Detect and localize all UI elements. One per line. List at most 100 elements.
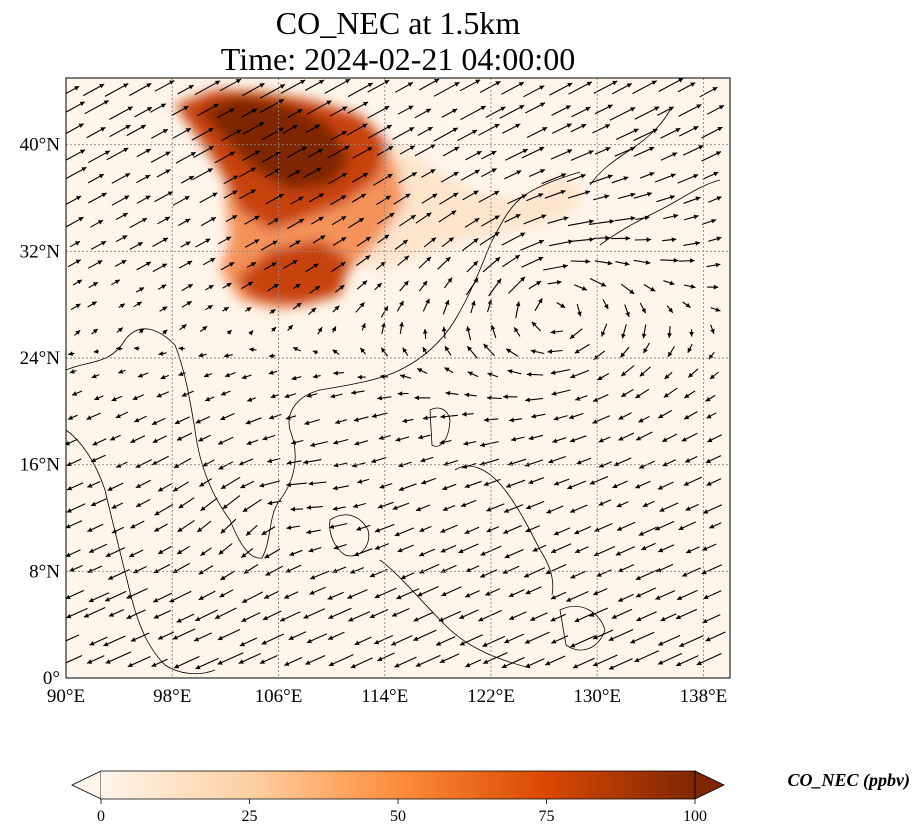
wind-arrow-head <box>476 151 482 156</box>
lon-tick-label: 122°E <box>467 686 515 707</box>
wind-arrow-head <box>638 531 644 536</box>
wind-arrow-head <box>264 553 270 559</box>
wind-arrow-head <box>409 145 415 151</box>
colorbar-tick-label: 50 <box>390 808 406 825</box>
wind-arrow-head <box>623 176 629 181</box>
wind-arrow-head <box>440 548 446 553</box>
wind-arrow-head <box>508 592 514 597</box>
wind-arrow-head <box>301 146 307 152</box>
wind-arrow-head <box>413 617 419 622</box>
wind-arrow-head <box>411 172 417 177</box>
wind-arrow-head <box>536 281 542 286</box>
wind-arrow-head <box>190 152 196 157</box>
wind-arrow-head <box>678 78 684 83</box>
wind-arrow-head <box>524 639 530 644</box>
wind-arrow-head <box>589 237 595 242</box>
wind-arrow-head <box>121 260 127 265</box>
wind-arrow-head <box>357 374 362 380</box>
wind-arrow-head <box>709 524 715 529</box>
wind-arrow-head <box>625 236 631 241</box>
wind-arrow-head <box>643 348 648 354</box>
wind-arrow-head <box>353 417 359 422</box>
wind-arrow-head <box>676 661 682 666</box>
wind-arrow-head <box>504 553 510 559</box>
wind-arrow-head <box>110 436 116 441</box>
wind-arrow-head <box>350 663 356 669</box>
wind-arrow-head <box>641 308 646 314</box>
wind-arrow-head <box>663 392 669 398</box>
wind-arrow-head <box>675 614 681 620</box>
wind-arrow-head <box>91 457 97 463</box>
wind-arrow-head <box>350 569 356 574</box>
wind-arrow-head <box>232 215 238 220</box>
wind-arrow-head <box>675 128 681 133</box>
wind-arrow-head <box>687 347 692 353</box>
wind-arrow-head <box>483 343 489 349</box>
wind-arrow-head <box>158 635 164 640</box>
wind-arrow-head <box>381 347 386 353</box>
wind-arrow-head <box>656 567 662 573</box>
wind-arrow-head <box>285 415 291 420</box>
wind-arrow-shaft <box>609 107 636 121</box>
wind-arrow-head <box>221 484 227 489</box>
wind-arrow-head <box>129 552 135 557</box>
wind-arrow-head <box>563 216 569 221</box>
wind-arrow-head <box>589 219 594 224</box>
wind-arrow-head <box>130 637 136 642</box>
wind-arrow-head <box>103 641 109 647</box>
wind-arrow-head <box>440 528 446 533</box>
wind-arrow-head <box>69 369 75 374</box>
wind-arrow-head <box>241 617 247 622</box>
wind-arrow-head <box>635 593 641 598</box>
wind-arrow-head <box>331 326 336 332</box>
wind-arrow-head <box>333 545 339 550</box>
wind-arrow-head <box>688 372 694 378</box>
wind-arrow-head <box>114 279 120 285</box>
wind-arrow-head <box>567 83 573 88</box>
wind-arrow-head <box>693 126 699 131</box>
wind-arrow-head <box>644 215 650 221</box>
wind-arrow-head <box>345 79 351 84</box>
wind-arrow-head <box>342 106 348 111</box>
wind-arrow-head <box>618 597 624 602</box>
wind-arrow-head <box>254 239 260 244</box>
wind-arrow-head <box>341 131 347 136</box>
wind-arrow-head <box>442 506 448 511</box>
wind-arrow-shaft <box>259 98 285 114</box>
wind-arrow-head <box>444 367 450 372</box>
wind-arrow-shaft <box>632 80 658 95</box>
wind-arrow-head <box>601 282 607 287</box>
wind-arrow-head <box>262 615 268 620</box>
wind-arrow-head <box>203 372 209 378</box>
wind-arrow-head <box>153 568 159 573</box>
wind-arrow-head <box>145 261 151 267</box>
wind-arrow-head <box>682 572 688 577</box>
wind-arrow-head <box>78 123 84 128</box>
wind-arrow-head <box>328 614 334 619</box>
wind-arrow-head <box>126 594 132 599</box>
wind-arrow-head <box>528 435 534 441</box>
wind-arrow-head <box>599 463 605 468</box>
wind-arrow-head <box>229 108 235 113</box>
wind-arrow-head <box>188 176 194 181</box>
wind-arrow-head <box>104 150 110 156</box>
wind-arrow-head <box>328 635 334 640</box>
wind-arrow-shaft <box>66 634 80 642</box>
wind-arrow-head <box>267 458 273 464</box>
lon-tick-label: 106°E <box>255 686 303 707</box>
wind-arrow-head <box>427 127 433 132</box>
wind-arrow-head <box>607 260 613 266</box>
wind-arrow-head <box>308 481 314 486</box>
wind-arrow-head <box>318 216 324 222</box>
wind-arrow-head <box>378 435 384 440</box>
wind-arrow-head <box>174 419 180 425</box>
wind-arrow-head <box>351 390 356 395</box>
wind-arrow-head <box>507 369 513 374</box>
wind-vectors <box>66 78 726 670</box>
wind-arrow-head <box>162 329 168 335</box>
wind-arrow-head <box>608 665 614 670</box>
wind-arrow-head <box>141 218 147 223</box>
wind-arrow-head <box>78 217 84 222</box>
wind-arrow-head <box>145 195 151 200</box>
wind-arrow-head <box>475 79 481 85</box>
